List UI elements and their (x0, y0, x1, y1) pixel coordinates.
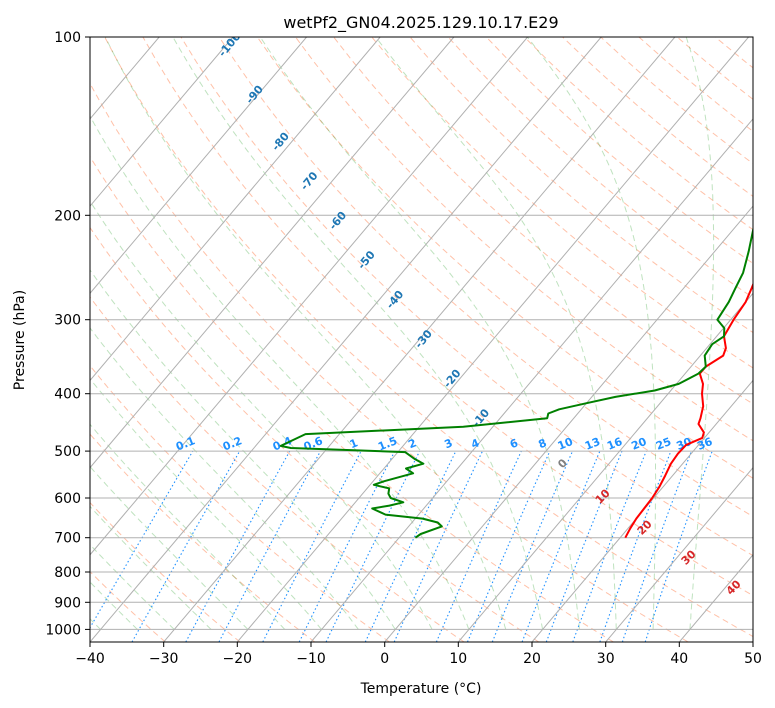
isotherm-line (457, 292, 753, 642)
moist-adiabat-line (527, 37, 657, 630)
y-tick-label: 400 (54, 387, 81, 403)
chart-title: wetPf2_GN04.2025.129.10.17.E29 (283, 13, 558, 33)
dry-adiabat-line (90, 501, 241, 642)
dry-adiabat-line (180, 37, 753, 557)
mixing-ratio-line (621, 450, 692, 642)
mixing-ratio-label: 13 (583, 435, 602, 453)
x-tick-label: 20 (523, 651, 541, 667)
moist-adiabat-line (90, 377, 322, 630)
isotherm-line (90, 37, 528, 556)
dry-adiabats (90, 37, 753, 642)
x-tick-label: 50 (744, 651, 762, 667)
dewpoint-profile-line (279, 225, 753, 539)
moist-adiabat-line (259, 37, 580, 630)
moist-adiabat-line (90, 200, 433, 630)
dry-adiabat-line (218, 37, 753, 518)
dry-adiabat-line (90, 296, 465, 642)
isotherm-line (531, 379, 753, 642)
mixing-ratio-label: 20 (629, 435, 648, 453)
x-axis-title: Temperature (°C) (360, 681, 482, 697)
moist-adiabats (90, 37, 715, 630)
dry-adiabat-line (90, 570, 166, 642)
mixing-ratio-line (185, 450, 291, 642)
y-tick-label: 100 (54, 30, 81, 46)
x-tick-label: 30 (597, 651, 615, 667)
mixing-ratio-line (298, 450, 396, 642)
x-tick-label: 40 (670, 651, 688, 667)
isotherm-line (310, 118, 753, 642)
mixing-ratio-line (521, 450, 601, 642)
moist-adiabat-line (172, 37, 544, 630)
mixing-ratio-label: 2 (406, 436, 418, 451)
dry-adiabat-line (90, 226, 540, 642)
moist-adiabat-line (685, 37, 715, 630)
mixing-ratio-line (435, 450, 522, 642)
y-tick-label: 600 (54, 491, 81, 507)
dry-adiabat-line (90, 364, 390, 642)
dry-adiabat-line (90, 433, 316, 642)
moist-adiabat-line (90, 465, 249, 630)
y-tick-label: 1000 (45, 622, 81, 638)
dry-adiabat-line (447, 37, 753, 299)
x-tick-label: −20 (223, 651, 253, 667)
isotherm-line (236, 37, 749, 642)
isotherm-line (90, 37, 307, 295)
dry-adiabat-line (409, 37, 753, 334)
isotherm-line (384, 205, 753, 642)
y-tick-label: 700 (54, 531, 81, 547)
y-tick-label: 900 (54, 595, 81, 611)
mixing-ratio-label: 30 (675, 435, 694, 453)
mixing-ratio-line (218, 450, 321, 642)
mixing-ratio-label: 1 (348, 436, 360, 451)
isotherm-line (163, 37, 676, 642)
dry-adiabat-line (142, 37, 753, 597)
dry-adiabat-line (371, 37, 753, 369)
isotherm-line (90, 37, 602, 642)
moist-adiabat-line (90, 269, 396, 630)
temperature-profile-line (624, 282, 753, 539)
pressure-grid (90, 37, 753, 630)
mixing-ratio-label: 25 (654, 435, 673, 453)
isotherm-line (90, 37, 455, 469)
x-axis-ticks: −40 −30 −20 −10 0 10 20 30 40 50 (75, 642, 762, 667)
isotherm-line (90, 37, 381, 382)
plot-frame (89, 36, 754, 643)
mixing-ratio-line (325, 450, 421, 642)
skewed-isotherms (90, 37, 753, 642)
mixing-ratio-label: 3 (443, 436, 455, 451)
dry-adiabat-line (90, 155, 614, 642)
moist-adiabat-line (90, 423, 286, 630)
isotherm-line (605, 466, 753, 642)
y-tick-label: 500 (54, 444, 81, 460)
x-tick-label: 10 (449, 651, 467, 667)
x-tick-label: −40 (75, 651, 105, 667)
mixing-ratio-line (644, 450, 713, 642)
y-tick-label: 800 (54, 565, 81, 581)
mixing-ratio-label: 10 (556, 435, 575, 453)
mixing-ratio-line (545, 450, 623, 642)
isotherm-line (90, 37, 234, 207)
x-tick-label: −10 (296, 651, 326, 667)
mixing-ratio-label: 8 (537, 436, 549, 451)
y-tick-label: 300 (54, 313, 81, 329)
y-axis-title: Pressure (hPa) (12, 290, 28, 390)
y-axis-ticks: 100 200 300 400 500 600 700 800 900 1000 (45, 30, 90, 638)
x-tick-label: 0 (380, 651, 389, 667)
mixing-ratio-line (572, 450, 647, 642)
mixing-ratio-label: 16 (605, 435, 624, 453)
moist-adiabat-line (104, 37, 507, 630)
dry-adiabat-line (90, 82, 689, 642)
x-tick-label: −30 (149, 651, 179, 667)
moist-adiabat-line (90, 115, 470, 630)
mixing-ratio-line (466, 450, 551, 642)
sounding-series (279, 225, 753, 539)
y-tick-label: 200 (54, 208, 81, 224)
moist-adiabat-line (90, 327, 359, 630)
moist-adiabat-line (375, 37, 617, 630)
